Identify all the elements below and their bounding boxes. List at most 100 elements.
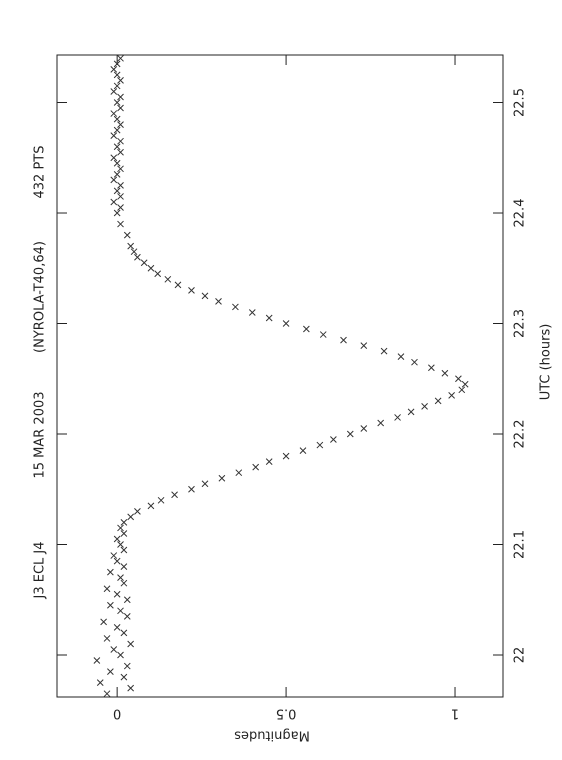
data-point (113, 209, 121, 217)
y-tick-label: 0 (113, 706, 121, 721)
data-point (117, 220, 124, 228)
data-point (113, 99, 121, 106)
data-point (441, 369, 449, 377)
data-point (117, 77, 124, 84)
data-point (123, 596, 131, 604)
data-point (134, 253, 141, 261)
chart-date: 15 MAR 2003 (33, 391, 48, 478)
chart-site: (NYROLA-T40,64) (33, 241, 48, 353)
chart-title: J3 ECL J4 (33, 541, 48, 599)
data-point (299, 447, 307, 454)
data-point (110, 646, 118, 653)
x-tick-label: 22 (513, 647, 528, 664)
data-point (117, 121, 124, 128)
data-point (117, 541, 124, 548)
data-point (110, 154, 118, 162)
data-point (107, 568, 114, 576)
data-point (117, 93, 124, 101)
x-tick-label: 22.1 (513, 530, 528, 559)
data-point (120, 579, 128, 587)
data-point (303, 325, 310, 333)
data-point (123, 231, 131, 239)
data-point (120, 530, 128, 537)
data-point (117, 607, 124, 615)
data-point (394, 414, 401, 421)
data-point (103, 690, 111, 698)
data-point (117, 165, 124, 173)
data-point (103, 635, 111, 642)
data-point (188, 485, 195, 493)
data-point (120, 546, 128, 554)
data-point (113, 159, 121, 167)
data-point (113, 590, 121, 598)
data-point (96, 679, 104, 686)
data-point (174, 281, 182, 289)
data-point (461, 380, 469, 388)
data-point (103, 585, 111, 593)
data-point (147, 264, 155, 272)
x-tick-label: 22.3 (513, 309, 528, 338)
data-point (154, 270, 162, 278)
data-point (377, 419, 385, 427)
data-point (265, 314, 273, 322)
data-point (123, 612, 131, 620)
data-point (282, 452, 290, 460)
data-point (411, 358, 418, 366)
data-point (157, 496, 165, 504)
data-point (164, 275, 172, 283)
data-point (117, 148, 124, 156)
data-point (458, 386, 466, 394)
data-point (113, 60, 121, 68)
data-point (110, 88, 118, 95)
data-point (123, 662, 131, 670)
data-point (113, 126, 121, 134)
data-point (407, 408, 415, 416)
data-point (127, 513, 135, 521)
plot-frame (56, 54, 504, 698)
y-tick-label: 1 (451, 706, 459, 721)
data-point (117, 204, 124, 211)
y-tick-label: 0.5 (276, 706, 297, 721)
data-point (282, 320, 290, 327)
data-point (316, 441, 324, 449)
data-point (110, 176, 118, 184)
data-point (380, 347, 388, 355)
data-point (113, 535, 121, 543)
data-point (252, 463, 260, 471)
data-point (110, 66, 118, 73)
data-point (113, 624, 121, 631)
x-axis-label: UTC (hours) (539, 324, 554, 401)
data-point (201, 292, 209, 300)
data-point (113, 143, 121, 151)
data-point (107, 668, 114, 675)
data-point (117, 651, 124, 659)
data-point (93, 657, 101, 664)
data-point (448, 391, 455, 399)
data-point (117, 104, 124, 112)
data-point (113, 115, 121, 123)
data-point (188, 287, 195, 294)
data-point (117, 182, 124, 189)
data-point (232, 303, 239, 311)
data-point (421, 403, 428, 410)
y-axis-label: Magnitudes (234, 728, 310, 743)
data-point (397, 353, 405, 361)
data-point (117, 524, 124, 532)
data-point (110, 198, 118, 206)
data-point (360, 425, 368, 432)
data-point (113, 82, 121, 90)
data-point (110, 132, 118, 140)
data-point (265, 458, 273, 465)
data-point (235, 469, 243, 477)
data-point (455, 375, 462, 383)
x-tick-label: 22.2 (513, 420, 528, 449)
data-point (100, 618, 107, 626)
chart-points: 432 PTS (33, 146, 48, 199)
data-point (218, 474, 226, 482)
data-point (215, 298, 222, 305)
data-point (134, 508, 141, 515)
data-point (107, 601, 114, 609)
data-point (117, 54, 124, 62)
